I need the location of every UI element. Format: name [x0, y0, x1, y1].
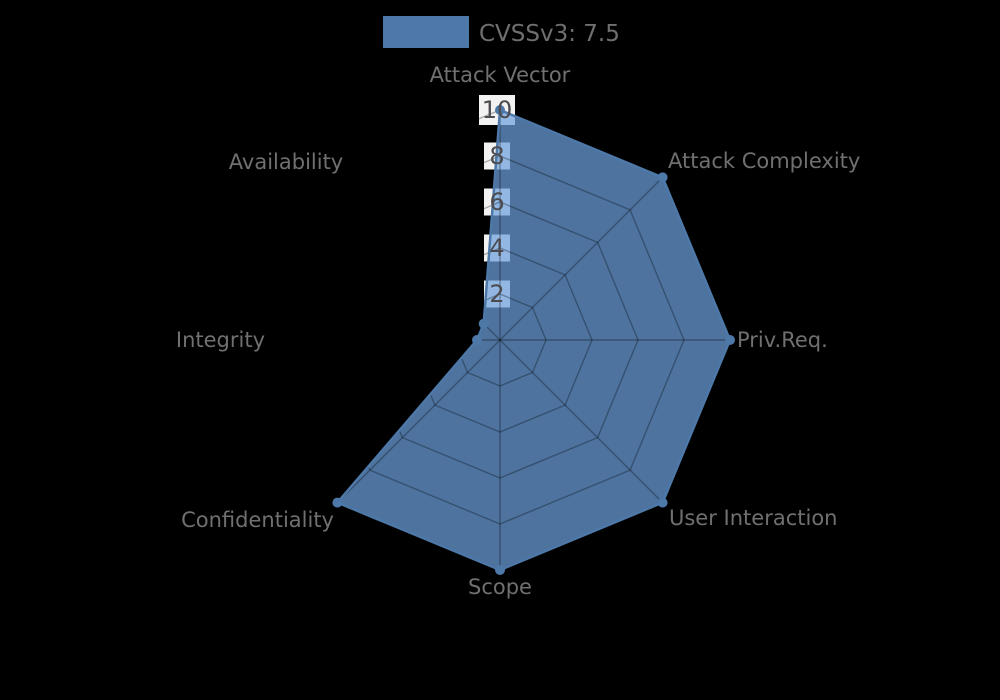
- vertex-marker: [657, 172, 668, 183]
- axis-label-attack-vector: Attack Vector: [430, 63, 571, 87]
- axis-label-attack-complexity: Attack Complexity: [668, 149, 860, 173]
- axis-label-priv-req: Priv.Req.: [737, 328, 828, 352]
- axis-label-availability: Availability: [229, 150, 343, 174]
- vertex-marker: [495, 565, 505, 575]
- chart-layers: 2 4 6 8 10: [269, 95, 735, 575]
- axis-labels: Attack Vector Attack Complexity Priv.Req…: [176, 63, 860, 599]
- grid-spoke: [499, 339, 664, 504]
- tick-label: 2: [489, 280, 504, 308]
- vertex-marker: [495, 105, 505, 115]
- radar-fill: [337, 110, 730, 570]
- legend-swatch: [383, 16, 469, 48]
- axis-label-scope: Scope: [468, 575, 532, 599]
- axis-label-integrity: Integrity: [176, 328, 265, 352]
- grid-spoke: [336, 176, 501, 341]
- grid-ring: [315, 155, 685, 525]
- tick-label: 8: [489, 142, 504, 170]
- grid-ring: [453, 293, 547, 387]
- grid-ring: [407, 247, 593, 433]
- tick-label: 6: [489, 188, 504, 216]
- grid-spoke: [336, 339, 501, 504]
- legend-label: CVSSv3: 7.5: [479, 21, 620, 47]
- vertex-marker: [472, 335, 482, 345]
- vertex-marker: [478, 318, 489, 329]
- vertex-marker: [725, 335, 735, 345]
- vertex-marker: [332, 497, 343, 508]
- tick-label: 10: [482, 96, 513, 124]
- grid-spoke: [499, 176, 664, 341]
- legend: CVSSv3: 7.5: [383, 16, 620, 48]
- axis-label-user-interaction: User Interaction: [669, 506, 837, 530]
- axis-label-confidentiality: Confidentiality: [181, 508, 334, 532]
- vertex-marker: [657, 497, 668, 508]
- grid-ring: [361, 201, 639, 479]
- tick-label: 4: [489, 234, 504, 262]
